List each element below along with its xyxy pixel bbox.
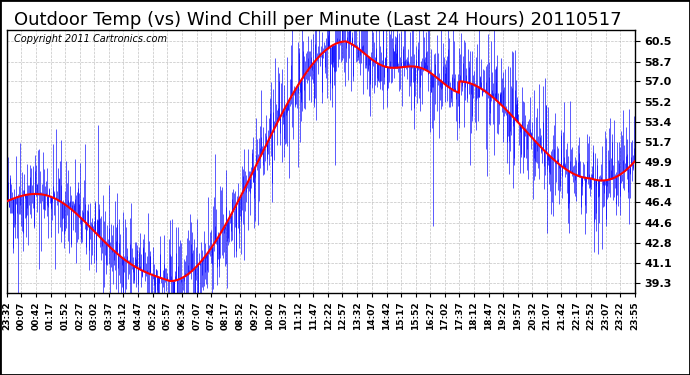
Text: Outdoor Temp (vs) Wind Chill per Minute (Last 24 Hours) 20110517: Outdoor Temp (vs) Wind Chill per Minute … bbox=[14, 11, 621, 29]
Text: Copyright 2011 Cartronics.com: Copyright 2011 Cartronics.com bbox=[14, 34, 167, 44]
